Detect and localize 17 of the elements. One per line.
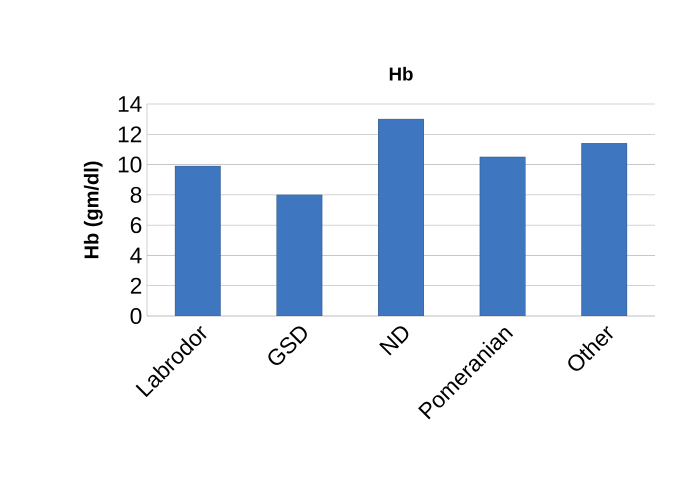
- y-tick-label: 10: [118, 156, 142, 173]
- y-tick-label: 0: [130, 308, 142, 324]
- x-tick-label: ND: [379, 326, 408, 356]
- bar: [581, 143, 628, 316]
- bar: [174, 166, 221, 316]
- chart-title: Hb: [390, 66, 413, 81]
- y-tick-label: 4: [130, 248, 142, 264]
- y-tick-label: 12: [118, 126, 142, 142]
- y-tick-label: 8: [130, 186, 142, 203]
- bar: [378, 118, 424, 316]
- y-axis-title: Hb (gm/dl): [84, 162, 103, 258]
- x-tick-label: GSD: [268, 326, 307, 365]
- y-tick-label: 6: [130, 217, 142, 234]
- y-tick-label: 14: [118, 96, 142, 112]
- bar: [276, 194, 322, 316]
- bar: [480, 156, 526, 316]
- y-tick-label: 2: [130, 278, 142, 294]
